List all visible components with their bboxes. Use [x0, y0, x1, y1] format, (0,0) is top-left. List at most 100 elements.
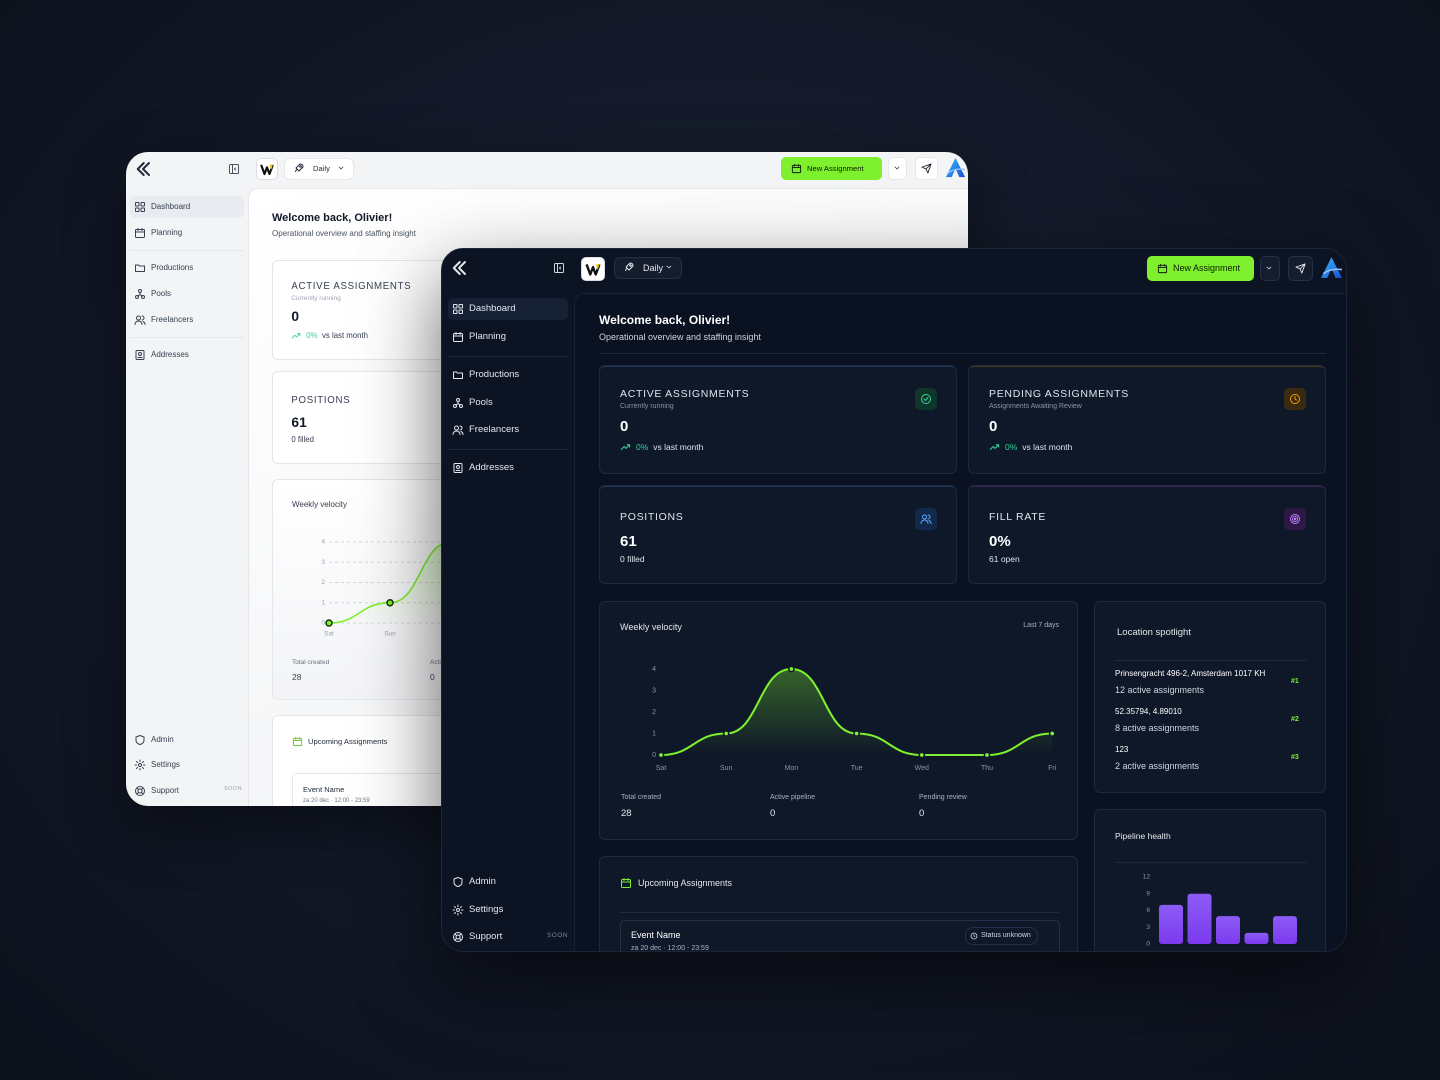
icon-part — [135, 735, 145, 745]
nav-item[interactable]: Planning — [469, 331, 506, 343]
stat-value: 0 — [291, 308, 300, 324]
y-tick-label: 9 — [1146, 890, 1150, 897]
nav-item[interactable]: Admin — [151, 735, 174, 745]
nav-item[interactable]: Addresses — [469, 462, 514, 474]
mode-select[interactable]: Daily — [614, 257, 682, 279]
icon-part — [135, 350, 145, 360]
location-place: Prinsengracht 496-2, Amsterdam 1017 KH — [1115, 669, 1266, 678]
x-tick-label: Thu — [981, 765, 993, 772]
nav-item[interactable]: Admin — [469, 876, 496, 888]
nav-item[interactable]: Pools — [151, 289, 172, 299]
y-tick-label: 3 — [321, 559, 325, 566]
y-tick-label: 2 — [652, 709, 656, 716]
mode-icon — [295, 163, 304, 172]
nav-icon — [134, 315, 146, 325]
icon-part — [454, 425, 459, 431]
nav-icon — [453, 398, 463, 408]
y-tick-label: 3 — [652, 687, 656, 694]
send-button[interactable] — [915, 157, 938, 180]
workspace-mark — [585, 264, 601, 276]
stat-card: FILL RATE 0% 61 open — [968, 485, 1326, 584]
nav-item[interactable]: Pools — [469, 397, 493, 409]
icon-part — [455, 934, 461, 940]
button-label: New Assignment — [807, 163, 864, 173]
icon-part — [141, 295, 145, 299]
stat-icon-glyph — [1290, 514, 1300, 524]
collapse-sidebar — [229, 164, 239, 174]
status-icon — [970, 932, 978, 940]
icon-part — [791, 163, 802, 169]
stat-title: FILL RATE — [989, 511, 1047, 523]
location-count: 2 active assignments — [1115, 761, 1200, 771]
mode-select[interactable]: Daily — [284, 158, 354, 180]
icon-part — [456, 465, 460, 469]
area — [661, 669, 1053, 755]
new-assignment-button[interactable]: New Assignment — [781, 157, 882, 180]
location-rank: #1 — [1291, 678, 1299, 685]
nav-item[interactable]: Support — [469, 931, 503, 943]
more-button[interactable] — [888, 157, 907, 180]
app-logo — [452, 261, 466, 275]
send-button[interactable] — [1288, 256, 1313, 281]
calendar-icon — [292, 736, 303, 747]
event-date: za 20 dec · 12:00 - 23:59 — [631, 945, 709, 952]
nav-icon — [135, 228, 145, 238]
icon-part — [557, 263, 561, 273]
nav-item[interactable]: Settings — [151, 760, 180, 770]
total-value: 28 — [621, 808, 632, 819]
workspace-logo[interactable] — [256, 158, 278, 180]
page-subtitle: Operational overview and staffing insigh… — [599, 332, 761, 342]
nav-item[interactable]: Dashboard — [469, 303, 516, 315]
icon-part — [138, 763, 142, 767]
nav-icon — [135, 289, 145, 299]
y-tick-label: 1 — [652, 730, 656, 737]
header-divider — [599, 353, 1326, 354]
nav-item[interactable]: Support — [151, 786, 180, 796]
icon-part — [453, 304, 458, 309]
icon-part — [229, 164, 239, 174]
icon-part — [135, 264, 145, 272]
y-tick-label: 1 — [321, 599, 325, 606]
stat-subtitle: Assignments Awaiting Review — [989, 403, 1082, 410]
icon-part — [970, 932, 978, 940]
icon-part — [292, 736, 303, 742]
user-avatar — [1321, 257, 1343, 278]
send-icon — [1294, 262, 1306, 274]
stat-value: 61 — [291, 415, 307, 431]
icon-part — [1290, 394, 1300, 404]
workspace-logo[interactable] — [581, 257, 605, 281]
nav-item[interactable]: Addresses — [151, 350, 189, 360]
nav-item[interactable]: Freelancers — [469, 424, 520, 436]
nav-item[interactable]: Productions — [151, 263, 194, 273]
event-item[interactable]: Event Name za 20 dec · 12:00 - 23:59 Statu… — [620, 920, 1060, 952]
new-assignment-button[interactable]: New Assignment — [1147, 256, 1254, 281]
nav-item[interactable]: Productions — [469, 369, 520, 381]
stat-card: POSITIONS 61 0 filled — [599, 485, 957, 584]
icon-part — [459, 404, 463, 408]
total-label: Pending review — [919, 794, 967, 801]
icon-part — [134, 315, 146, 325]
icon-part — [1322, 268, 1343, 275]
icon-part — [621, 878, 631, 883]
icon-part — [629, 264, 632, 267]
nav-item[interactable]: Planning — [151, 228, 183, 238]
stat-title: ACTIVE ASSIGNMENTS — [620, 388, 750, 400]
icon-part — [1292, 516, 1298, 522]
mode-chevron — [666, 265, 672, 269]
more-button[interactable] — [1260, 256, 1280, 281]
icon-part — [136, 787, 144, 795]
dark-window: Daily New Assignment Dashboard Planning Prod… — [441, 248, 1347, 952]
icon-part — [291, 332, 301, 339]
nav-item[interactable]: Settings — [469, 904, 504, 916]
total-label: Total created — [621, 794, 662, 801]
nav-item[interactable]: Freelancers — [151, 315, 194, 325]
icon-part — [134, 759, 146, 771]
x-tick-label: Sun — [384, 631, 396, 638]
nav-item[interactable]: Dashboard — [151, 202, 191, 212]
stat-change-text: vs last month — [1022, 442, 1073, 453]
button-icon — [791, 163, 802, 174]
total-value: 0 — [919, 808, 925, 819]
stat-icon — [1284, 388, 1306, 410]
stat-value: 0% — [989, 533, 1011, 550]
mode-chevron — [338, 166, 344, 170]
